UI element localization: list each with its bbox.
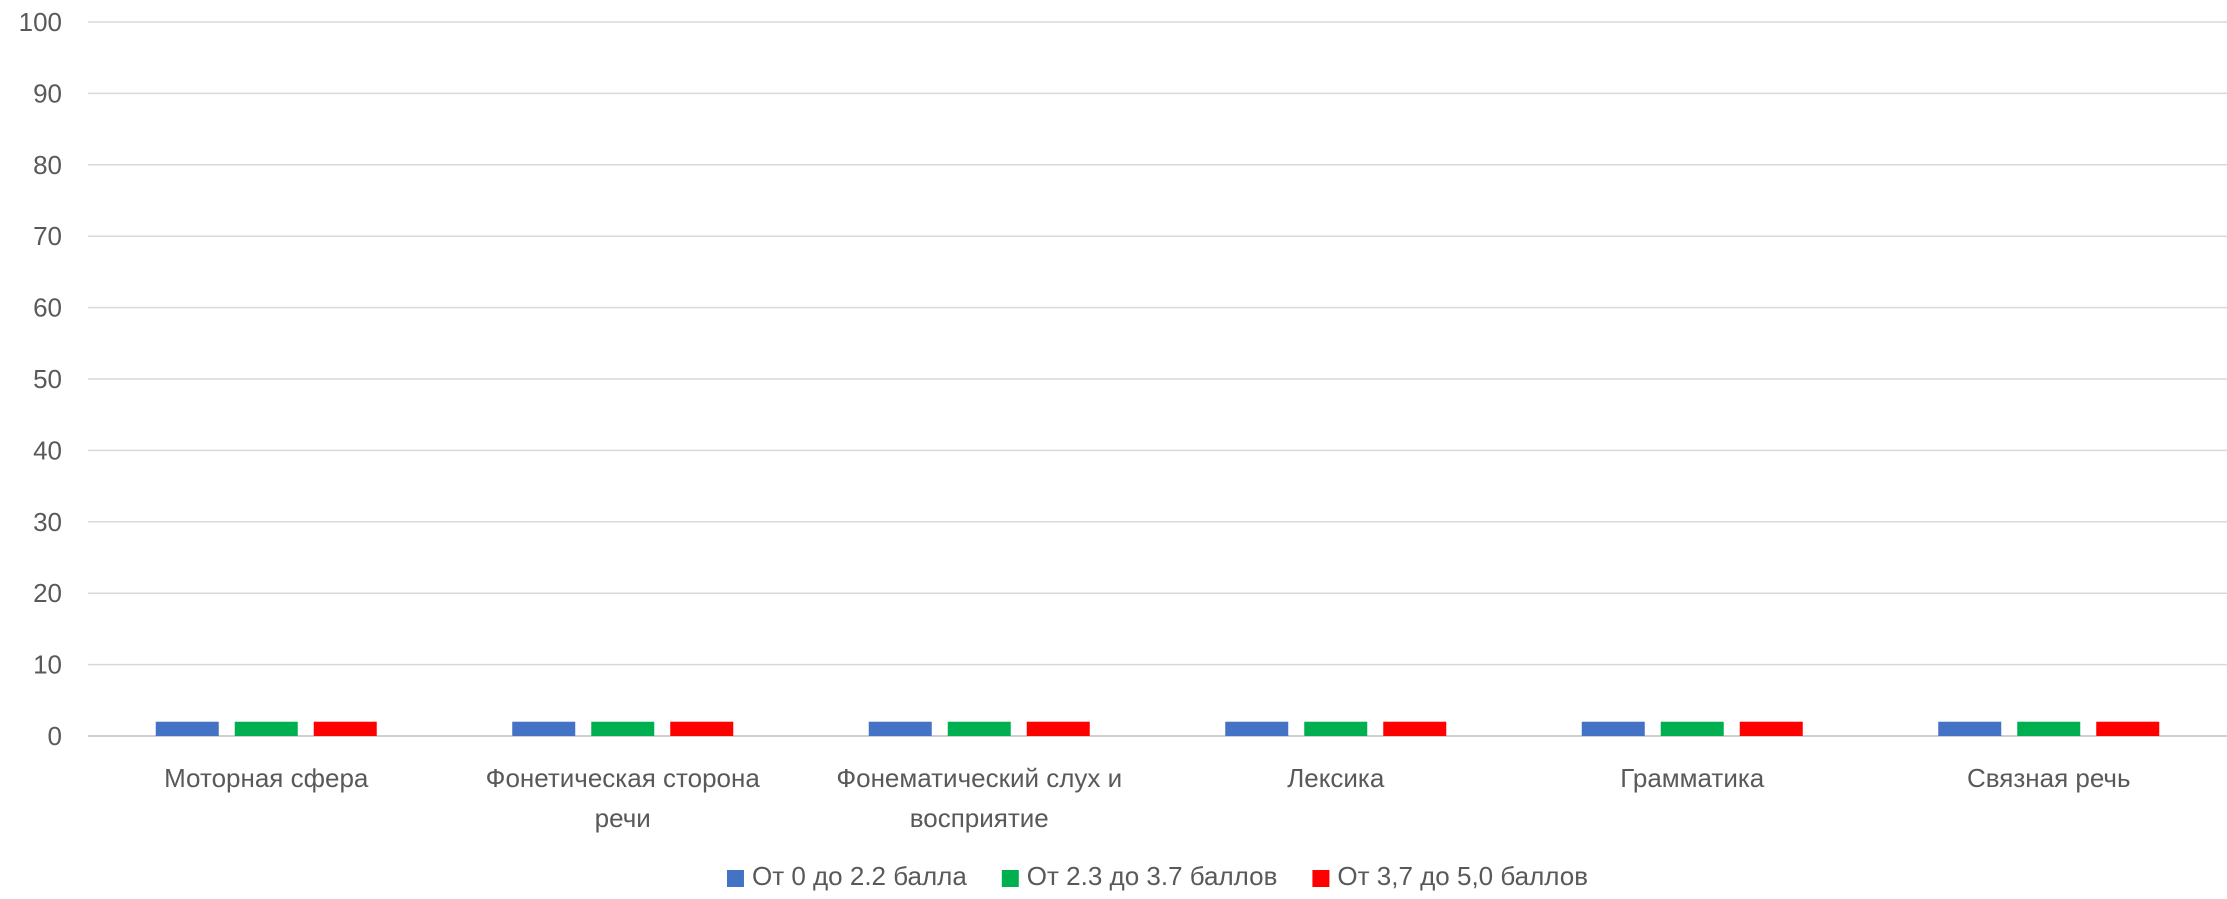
bar [1026,721,1090,736]
legend: От 0 до 2.2 балла От 2.3 до 3.7 баллов От … [726,861,1588,891]
legend-label: От 3,7 до 5,0 баллов [1337,861,1588,891]
y-tick-label: 50 [33,364,62,394]
bar [313,721,377,736]
bar [1739,721,1803,736]
y-tick-label: 30 [33,507,62,537]
bar [2096,721,2160,736]
bar [670,721,734,736]
bar [868,721,932,736]
category-label: Лексика [1287,763,1385,793]
y-tick-label: 100 [19,7,62,37]
gridlines [88,21,2227,737]
legend-swatch [726,870,744,887]
y-tick-label: 80 [33,150,62,180]
category-label: Связная речь [1967,763,2131,793]
y-tick-label: 40 [33,435,62,465]
bar [1383,721,1447,736]
category-label: Фонематический слух и [836,763,1122,793]
y-tick-label: 70 [33,221,62,251]
bar [1938,721,2002,736]
legend-swatch [1312,870,1330,887]
y-tick-label: 10 [33,650,62,680]
legend-label: От 2.3 до 3.7 баллов [1027,861,1278,891]
bars [155,721,2160,736]
category-label: Моторная сфера [164,763,369,793]
bar [1660,721,1724,736]
category-label: речи [595,803,651,833]
legend-item: От 0 до 2.2 балла [726,861,967,891]
bar [234,721,298,736]
bar [155,721,219,736]
x-axis-categories: Моторная сфера Фонетическая сторона речи Фо… [164,763,2130,833]
y-tick-label: 60 [33,293,62,323]
bar [1304,721,1368,736]
bar [947,721,1011,736]
bar [1225,721,1289,736]
y-tick-label: 90 [33,78,62,108]
bar [2017,721,2081,736]
y-tick-label: 0 [48,721,62,751]
bar [512,721,576,736]
category-label: Грамматика [1620,763,1765,793]
y-axis-ticks: 0 10 20 30 40 50 60 70 80 90 100 [19,7,62,751]
bar [591,721,655,736]
legend-label: От 0 до 2.2 балла [752,861,967,891]
category-label: Фонетическая сторона [486,763,761,793]
bar [1581,721,1645,736]
legend-item: От 3,7 до 5,0 баллов [1312,861,1588,891]
legend-swatch [1001,870,1019,887]
category-label: восприятие [910,803,1049,833]
legend-item: От 2.3 до 3.7 баллов [1001,861,1278,891]
y-tick-label: 20 [33,578,62,608]
